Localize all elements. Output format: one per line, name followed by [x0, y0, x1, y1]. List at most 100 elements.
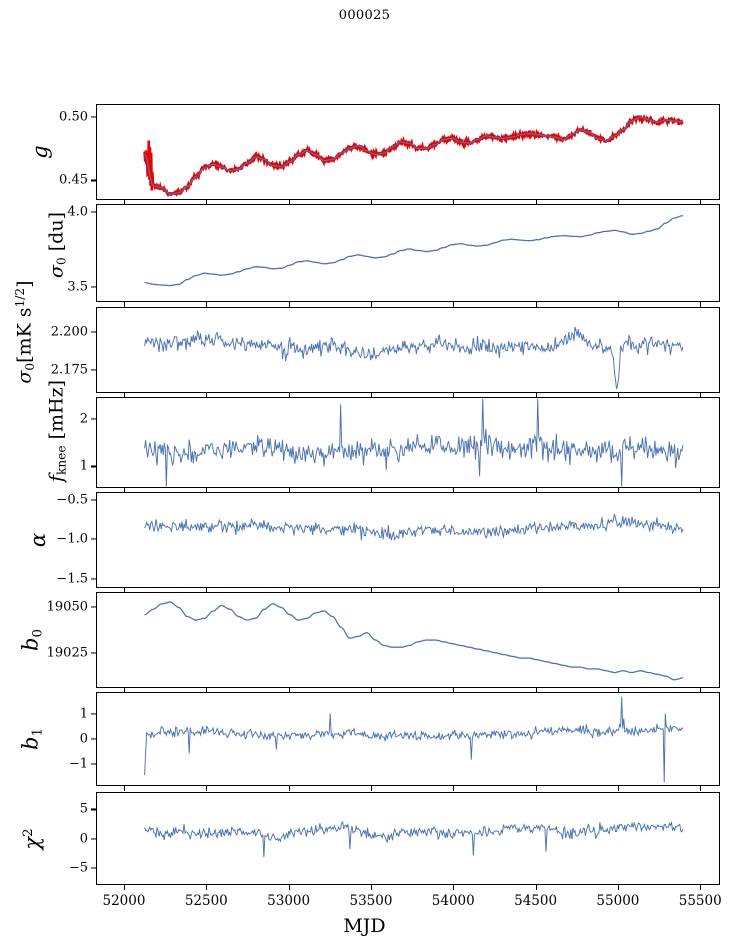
plot-line-alpha	[97, 493, 719, 587]
x-tick-mark-sigma0_du-1	[206, 302, 208, 307]
x-tick-label-0: 52000	[102, 893, 146, 909]
x-tick-mark-g-4	[453, 200, 455, 205]
x-tick-mark-fknee-4	[453, 488, 455, 493]
y-axis-label-fknee: fknee [mHz]	[45, 379, 69, 482]
y-axis-label-alpha: α	[26, 532, 50, 548]
x-tick-mark-alpha-3	[370, 588, 373, 593]
x-tick-mark-fknee-2	[288, 488, 290, 493]
plot-line-b0	[97, 593, 719, 687]
y-tick-label-alpha-1: −1.0	[56, 531, 88, 547]
x-tick-label-5: 54500	[514, 893, 558, 909]
y-tick-label-sigma0_du-0: 3.5	[67, 279, 88, 295]
x-tick-mark-chi2-2	[288, 885, 290, 890]
y-tick-mark-sigma0_du-0	[91, 286, 96, 288]
x-tick-mark-b0-4	[453, 688, 455, 693]
y-tick-label-g-1: 0.50	[59, 109, 88, 125]
x-tick-label-6: 55000	[596, 893, 640, 909]
y-axis-label-sigma0_mK: σ0[mK s1/2]	[13, 280, 37, 384]
y-tick-label-alpha-2: −0.5	[56, 492, 88, 508]
x-tick-mark-fknee-5	[535, 488, 537, 493]
y-tick-mark-alpha-1	[91, 538, 96, 540]
x-tick-mark-b1-2	[288, 786, 290, 791]
x-tick-mark-alpha-4	[453, 588, 455, 593]
y-axis-label-chi2: χ2	[20, 827, 44, 850]
plot-line-b1	[97, 693, 719, 785]
x-tick-mark-g-6	[617, 200, 619, 205]
x-tick-mark-sigma0_du-4	[453, 302, 455, 307]
y-tick-mark-fknee-0	[91, 465, 96, 467]
y-tick-mark-alpha-0	[91, 578, 96, 580]
x-tick-mark-b1-5	[535, 786, 537, 791]
y-axis-label-b0: b0	[18, 628, 46, 652]
x-tick-mark-chi2-3	[370, 885, 373, 890]
x-tick-mark-b0-5	[535, 688, 537, 693]
x-tick-mark-chi2-6	[617, 885, 619, 890]
x-tick-mark-b0-7	[700, 688, 702, 693]
y-tick-mark-chi2-1	[91, 837, 96, 840]
y-tick-label-chi2-2: 5	[79, 801, 88, 817]
x-tick-mark-chi2-7	[700, 885, 702, 890]
x-tick-mark-g-1	[206, 200, 208, 205]
overlay-line-g	[145, 116, 683, 195]
x-tick-mark-sigma0_mK-2	[288, 393, 290, 398]
plot-line-fknee	[97, 398, 719, 487]
plot-line-sigma0_mK	[97, 308, 719, 392]
x-tick-label-2: 53000	[267, 893, 311, 909]
x-tick-mark-alpha-5	[535, 588, 537, 593]
x-tick-mark-sigma0_du-3	[370, 302, 373, 307]
plot-panel-sigma0_mK	[96, 307, 720, 393]
y-tick-mark-alpha-2	[91, 499, 96, 501]
x-tick-mark-alpha-6	[617, 588, 619, 593]
y-tick-mark-g-1	[91, 116, 96, 118]
y-tick-mark-b1-2	[91, 713, 96, 715]
x-tick-mark-chi2-1	[206, 885, 208, 890]
x-tick-mark-sigma0_mK-1	[206, 393, 208, 398]
y-tick-mark-fknee-1	[91, 418, 96, 420]
x-tick-mark-sigma0_mK-4	[453, 393, 455, 398]
x-axis-label: MJD	[343, 915, 386, 937]
y-tick-label-chi2-1: 0	[79, 831, 88, 846]
y-tick-label-b1-2: 1	[79, 706, 88, 722]
x-tick-mark-b1-1	[206, 786, 208, 791]
y-tick-label-b0-0: 19025	[46, 645, 88, 661]
plot-line-g	[97, 105, 719, 199]
y-tick-mark-b1-0	[91, 763, 96, 765]
plot-panel-g	[96, 104, 720, 200]
x-tick-mark-sigma0_du-2	[288, 302, 290, 307]
y-tick-label-b1-0: −1	[68, 756, 88, 772]
x-tick-label-3: 53500	[349, 893, 393, 909]
x-tick-mark-g-0	[123, 200, 126, 205]
plot-line-sigma0_du	[97, 205, 719, 301]
y-tick-mark-sigma0_du-1	[91, 210, 96, 213]
y-axis-label-sigma0_du: σ0 [du]	[45, 212, 69, 278]
y-tick-mark-b1-1	[91, 738, 96, 740]
x-tick-mark-sigma0_du-7	[700, 302, 702, 307]
figure-title: 000025	[338, 8, 391, 23]
x-tick-mark-sigma0_mK-5	[535, 393, 537, 398]
y-tick-label-sigma0_mK-0: 2.175	[50, 362, 88, 378]
x-tick-mark-b1-4	[453, 786, 455, 791]
x-tick-mark-g-5	[535, 200, 537, 205]
y-tick-label-fknee-0: 1	[79, 458, 88, 474]
x-tick-mark-g-7	[700, 200, 702, 205]
y-tick-label-sigma0_du-1: 4.0	[67, 204, 88, 220]
y-tick-mark-chi2-2	[91, 808, 96, 810]
x-tick-mark-fknee-0	[123, 488, 126, 493]
x-tick-mark-g-2	[288, 200, 290, 205]
x-tick-mark-b1-6	[617, 786, 619, 791]
plot-line-chi2	[97, 793, 719, 884]
x-tick-mark-sigma0_du-0	[123, 302, 126, 307]
x-tick-mark-b1-7	[700, 786, 702, 791]
plot-panel-b1	[96, 692, 720, 786]
x-tick-mark-b0-6	[617, 688, 619, 693]
x-tick-mark-b0-1	[206, 688, 208, 693]
x-tick-mark-b1-3	[370, 786, 373, 791]
x-tick-mark-b0-3	[370, 688, 373, 693]
plot-panel-sigma0_du	[96, 204, 720, 302]
x-tick-mark-fknee-6	[617, 488, 619, 493]
y-tick-mark-b0-0	[91, 652, 96, 654]
x-tick-mark-sigma0_du-5	[535, 302, 537, 307]
x-tick-mark-sigma0_du-6	[617, 302, 619, 307]
x-tick-mark-alpha-2	[288, 588, 290, 593]
